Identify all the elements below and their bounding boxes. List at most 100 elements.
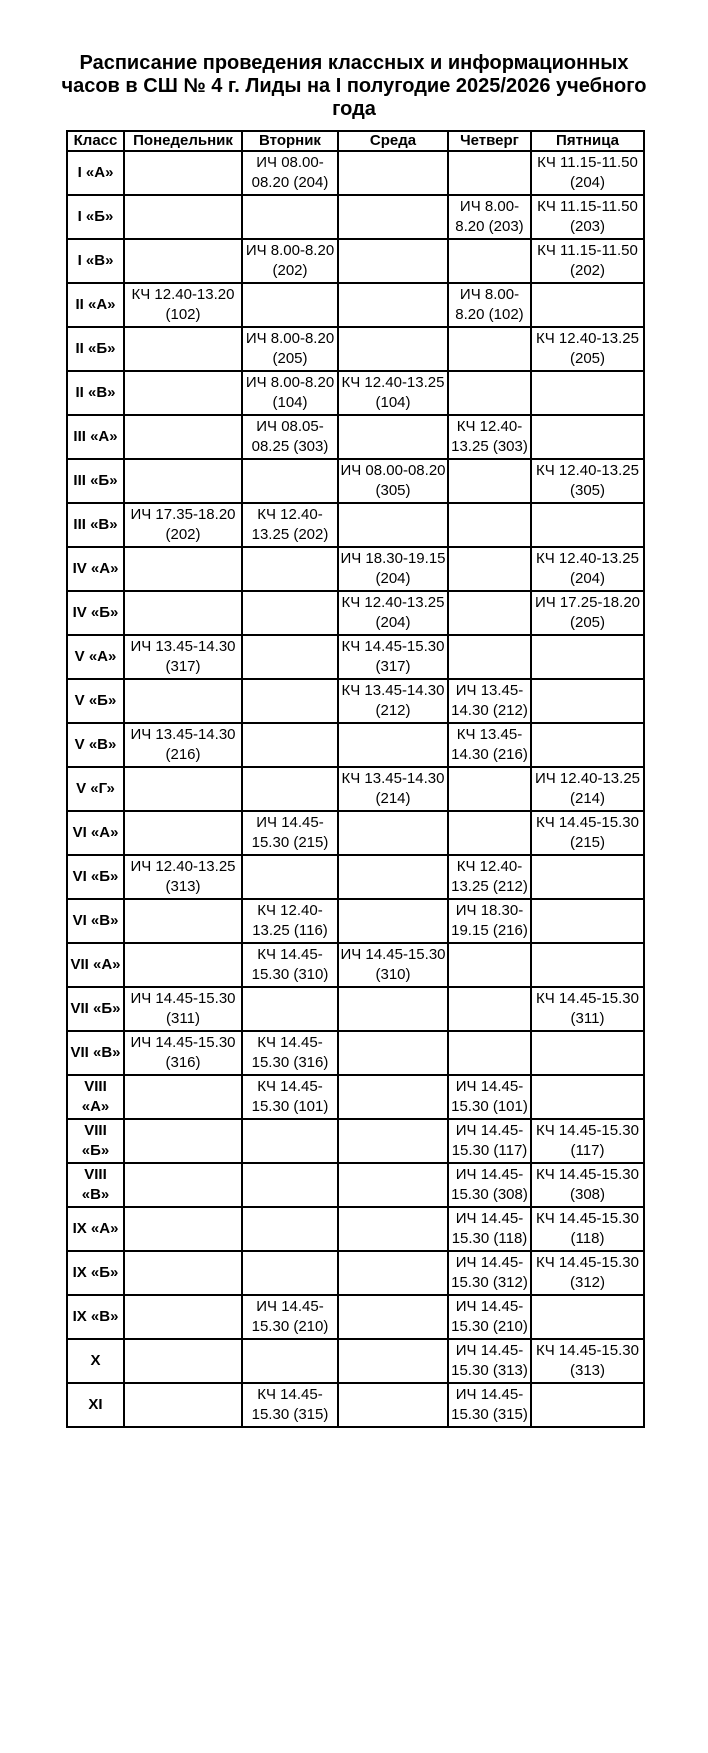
- schedule-cell-monday: [123, 1338, 243, 1384]
- header-thursday: Четверг: [447, 130, 532, 152]
- table-row: VI «А» ИЧ 14.45-​15.30 (215) КЧ 14.45-​15.…: [66, 810, 645, 856]
- table-row: IX «В» ИЧ 14.45-​15.30 (210) ИЧ 14.45-​15.…: [66, 1294, 645, 1340]
- class-name-cell: IV «Б»: [66, 590, 125, 636]
- class-name-cell: I «В»: [66, 238, 125, 284]
- schedule-cell-wednesday: [337, 238, 449, 284]
- schedule-cell-thursday: КЧ 12.40-​13.25 (303): [447, 414, 532, 460]
- table-row: III «А» ИЧ 08.05-​08.25 (303) КЧ 12.40-​13…: [66, 414, 645, 460]
- document-title: Расписание проведения классных и информа…: [61, 52, 647, 120]
- table-row: III «Б» ИЧ 08.00-​08.20 (305) КЧ 12.40-​13…: [66, 458, 645, 504]
- schedule-cell-monday: [123, 678, 243, 724]
- schedule-cell-friday: КЧ 14.45-​15.30 (311): [530, 986, 645, 1032]
- schedule-cell-monday: ИЧ 14.45-​15.30 (311): [123, 986, 243, 1032]
- schedule-cell-monday: [123, 810, 243, 856]
- schedule-cell-friday: [530, 282, 645, 328]
- schedule-cell-friday: КЧ 14.45-​15.30 (117): [530, 1118, 645, 1164]
- schedule-cell-thursday: [447, 590, 532, 636]
- schedule-cell-tuesday: [241, 282, 339, 328]
- schedule-cell-friday: [530, 502, 645, 548]
- schedule-cell-thursday: [447, 502, 532, 548]
- schedule-cell-wednesday: [337, 414, 449, 460]
- header-friday: Пятница: [530, 130, 645, 152]
- schedule-cell-thursday: [447, 370, 532, 416]
- schedule-cell-friday: КЧ 11.15-​11.50 (203): [530, 194, 645, 240]
- schedule-body: I «А» ИЧ 08.00-​08.20 (204) КЧ 11.15-​11.5…: [66, 150, 645, 1428]
- schedule-cell-thursday: ИЧ 14.45-​15.30 (117): [447, 1118, 532, 1164]
- schedule-cell-monday: [123, 1162, 243, 1208]
- class-name-cell: III «А»: [66, 414, 125, 460]
- schedule-cell-wednesday: [337, 810, 449, 856]
- schedule-cell-thursday: [447, 150, 532, 196]
- schedule-cell-thursday: [447, 1030, 532, 1076]
- schedule-cell-friday: КЧ 12.40-​13.25 (305): [530, 458, 645, 504]
- schedule-cell-friday: [530, 1030, 645, 1076]
- schedule-cell-tuesday: [241, 986, 339, 1032]
- schedule-cell-monday: [123, 458, 243, 504]
- schedule-cell-friday: [530, 942, 645, 988]
- table-row: I «Б» ИЧ 8.00-​8.20 (203) КЧ 11.15-​11.50 …: [66, 194, 645, 240]
- schedule-cell-wednesday: [337, 722, 449, 768]
- schedule-cell-tuesday: КЧ 14.45-​15.30 (101): [241, 1074, 339, 1120]
- class-name-cell: IX «Б»: [66, 1250, 125, 1296]
- class-name-cell: VI «В»: [66, 898, 125, 944]
- class-name-cell: I «Б»: [66, 194, 125, 240]
- schedule-cell-thursday: ИЧ 8.00-​8.20 (102): [447, 282, 532, 328]
- header-class: Класс: [66, 130, 125, 152]
- schedule-cell-thursday: [447, 942, 532, 988]
- schedule-cell-wednesday: [337, 1118, 449, 1164]
- schedule-cell-thursday: [447, 766, 532, 812]
- schedule-cell-thursday: ИЧ 8.00-​8.20 (203): [447, 194, 532, 240]
- schedule-cell-monday: [123, 194, 243, 240]
- schedule-cell-friday: ИЧ 17.25-​18.20 (205): [530, 590, 645, 636]
- schedule-cell-tuesday: [241, 678, 339, 724]
- class-name-cell: IX «В»: [66, 1294, 125, 1340]
- header-row: Класс Понедельник Вторник Среда Четверг …: [66, 130, 645, 152]
- table-row: IX «Б» ИЧ 14.45-​15.30 (312) КЧ 14.45-​15.…: [66, 1250, 645, 1296]
- schedule-cell-wednesday: ИЧ 08.00-​08.20 (305): [337, 458, 449, 504]
- table-row: VI «В» КЧ 12.40-​13.25 (116) ИЧ 18.30-​19.…: [66, 898, 645, 944]
- class-name-cell: IV «А»: [66, 546, 125, 592]
- table-row: VIII «В» ИЧ 14.45-​15.30 (308) КЧ 14.45-​1…: [66, 1162, 645, 1208]
- schedule-cell-monday: [123, 326, 243, 372]
- table-row: VII «А» КЧ 14.45-​15.30 (310) ИЧ 14.45-​15…: [66, 942, 645, 988]
- schedule-cell-monday: [123, 1294, 243, 1340]
- class-name-cell: VIII «Б»: [66, 1118, 125, 1164]
- schedule-cell-tuesday: [241, 1338, 339, 1384]
- schedule-cell-tuesday: [241, 1206, 339, 1252]
- class-name-cell: III «В»: [66, 502, 125, 548]
- schedule-cell-wednesday: [337, 898, 449, 944]
- schedule-cell-friday: КЧ 14.45-​15.30 (312): [530, 1250, 645, 1296]
- table-row: VI «Б» ИЧ 12.40-​13.25 (313) КЧ 12.40-​13.…: [66, 854, 645, 900]
- schedule-cell-monday: ИЧ 17.35-​18.20 (202): [123, 502, 243, 548]
- table-row: I «В» ИЧ 8.00-​8.20 (202) КЧ 11.15-​11.50 …: [66, 238, 645, 284]
- schedule-cell-wednesday: [337, 502, 449, 548]
- schedule-cell-monday: [123, 238, 243, 284]
- schedule-cell-friday: [530, 854, 645, 900]
- class-name-cell: VII «В»: [66, 1030, 125, 1076]
- schedule-cell-friday: КЧ 11.15-​11.50 (202): [530, 238, 645, 284]
- schedule-cell-wednesday: КЧ 12.40-​13.25 (204): [337, 590, 449, 636]
- schedule-cell-monday: [123, 150, 243, 196]
- schedule-cell-monday: КЧ 12.40-​13.20 (102): [123, 282, 243, 328]
- schedule-cell-monday: ИЧ 13.45-​14.30 (216): [123, 722, 243, 768]
- schedule-cell-wednesday: [337, 1294, 449, 1340]
- table-row: III «В» ИЧ 17.35-​18.20 (202) КЧ 12.40-​13…: [66, 502, 645, 548]
- schedule-cell-tuesday: ИЧ 08.00-​08.20 (204): [241, 150, 339, 196]
- schedule-cell-friday: [530, 370, 645, 416]
- schedule-cell-monday: ИЧ 12.40-​13.25 (313): [123, 854, 243, 900]
- schedule-cell-tuesday: [241, 546, 339, 592]
- schedule-cell-friday: КЧ 14.45-​15.30 (215): [530, 810, 645, 856]
- schedule-cell-tuesday: [241, 590, 339, 636]
- schedule-cell-friday: [530, 1294, 645, 1340]
- class-name-cell: II «В»: [66, 370, 125, 416]
- schedule-cell-monday: [123, 898, 243, 944]
- schedule-cell-monday: ИЧ 14.45-​15.30 (316): [123, 1030, 243, 1076]
- schedule-cell-wednesday: ИЧ 14.45-​15.30 (310): [337, 942, 449, 988]
- schedule-cell-thursday: ИЧ 18.30-​19.15 (216): [447, 898, 532, 944]
- schedule-cell-friday: КЧ 12.40-​13.25 (205): [530, 326, 645, 372]
- class-name-cell: III «Б»: [66, 458, 125, 504]
- schedule-cell-friday: [530, 1074, 645, 1120]
- schedule-cell-thursday: ИЧ 14.45-​15.30 (308): [447, 1162, 532, 1208]
- class-name-cell: VII «А»: [66, 942, 125, 988]
- schedule-cell-wednesday: КЧ 13.45-​14.30 (212): [337, 678, 449, 724]
